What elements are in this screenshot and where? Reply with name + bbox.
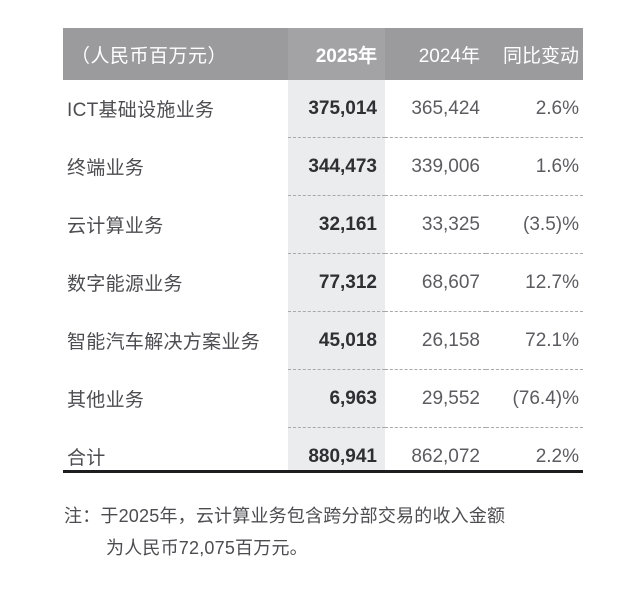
row-label: 其他业务 [67,390,145,411]
cell-change: 1.6% [486,137,583,196]
row-label: 数字能源业务 [67,274,183,295]
table-total-row: 合计 880,941 862,072 2.2% [63,428,583,486]
total-2024: 862,072 [411,445,480,467]
table-header: （人民币百万元） 2025年 2024年 同比变动 [63,28,583,80]
cell-2024: 68,607 [385,253,486,312]
row-label: 云计算业务 [67,216,164,237]
cell-2025: 45,018 [288,311,385,370]
cell-change: (3.5)% [486,195,583,254]
footnote-line-1: 注：于2025年，云计算业务包含跨分部交易的收入金额 [64,506,506,526]
table-footnote: 注：于2025年，云计算业务包含跨分部交易的收入金额 为人民币72,075百万元… [64,500,592,564]
column-header-unit: （人民币百万元） [71,45,228,67]
column-header-change: 同比变动 [502,45,579,67]
cell-2025: 77,312 [288,253,385,312]
total-label: 合计 [67,447,106,469]
cell-change: 72.1% [486,311,583,370]
revenue-by-segment-table: （人民币百万元） 2025年 2024年 同比变动 ICT基础设施业务 375,… [63,28,583,485]
row-label: 智能汽车解决方案业务 [67,332,261,353]
cell-change: 12.7% [486,253,583,312]
cell-2024: 339,006 [385,137,486,196]
total-2025: 880,941 [308,445,377,467]
table-row: ICT基础设施业务 375,014 365,424 2.6% [63,80,583,138]
column-header-2025: 2025年 [288,28,385,80]
table-bottom-rule [63,470,583,473]
row-label: 终端业务 [67,158,145,179]
table-header-row: （人民币百万元） 2025年 2024年 同比变动 [63,28,583,80]
table-row: 数字能源业务 77,312 68,607 12.7% [63,253,583,312]
table-row: 其他业务 6,963 29,552 (76.4)% [63,369,583,428]
cell-change: 2.6% [486,80,583,138]
cell-change: (76.4)% [486,369,583,428]
total-change: 2.2% [535,445,579,467]
cell-2025: 6,963 [288,369,385,428]
footnote-line-2: 为人民币72,075百万元。 [106,538,308,558]
table-row: 云计算业务 32,161 33,325 (3.5)% [63,195,583,254]
cell-2024: 26,158 [385,311,486,370]
segment-revenue-table: （人民币百万元） 2025年 2024年 同比变动 ICT基础设施业务 375,… [63,28,583,485]
cell-2025: 375,014 [288,80,385,138]
table-row: 终端业务 344,473 339,006 1.6% [63,137,583,196]
row-label: ICT基础设施业务 [67,100,215,122]
column-header-2024: 2024年 [418,45,480,67]
cell-2025: 344,473 [288,137,385,196]
cell-2025: 32,161 [288,195,385,254]
table-body: ICT基础设施业务 375,014 365,424 2.6% 终端业务 344,… [63,80,583,485]
cell-2024: 365,424 [385,80,486,138]
cell-2024: 29,552 [385,369,486,428]
cell-2024: 33,325 [385,195,486,254]
table-row: 智能汽车解决方案业务 45,018 26,158 72.1% [63,311,583,370]
